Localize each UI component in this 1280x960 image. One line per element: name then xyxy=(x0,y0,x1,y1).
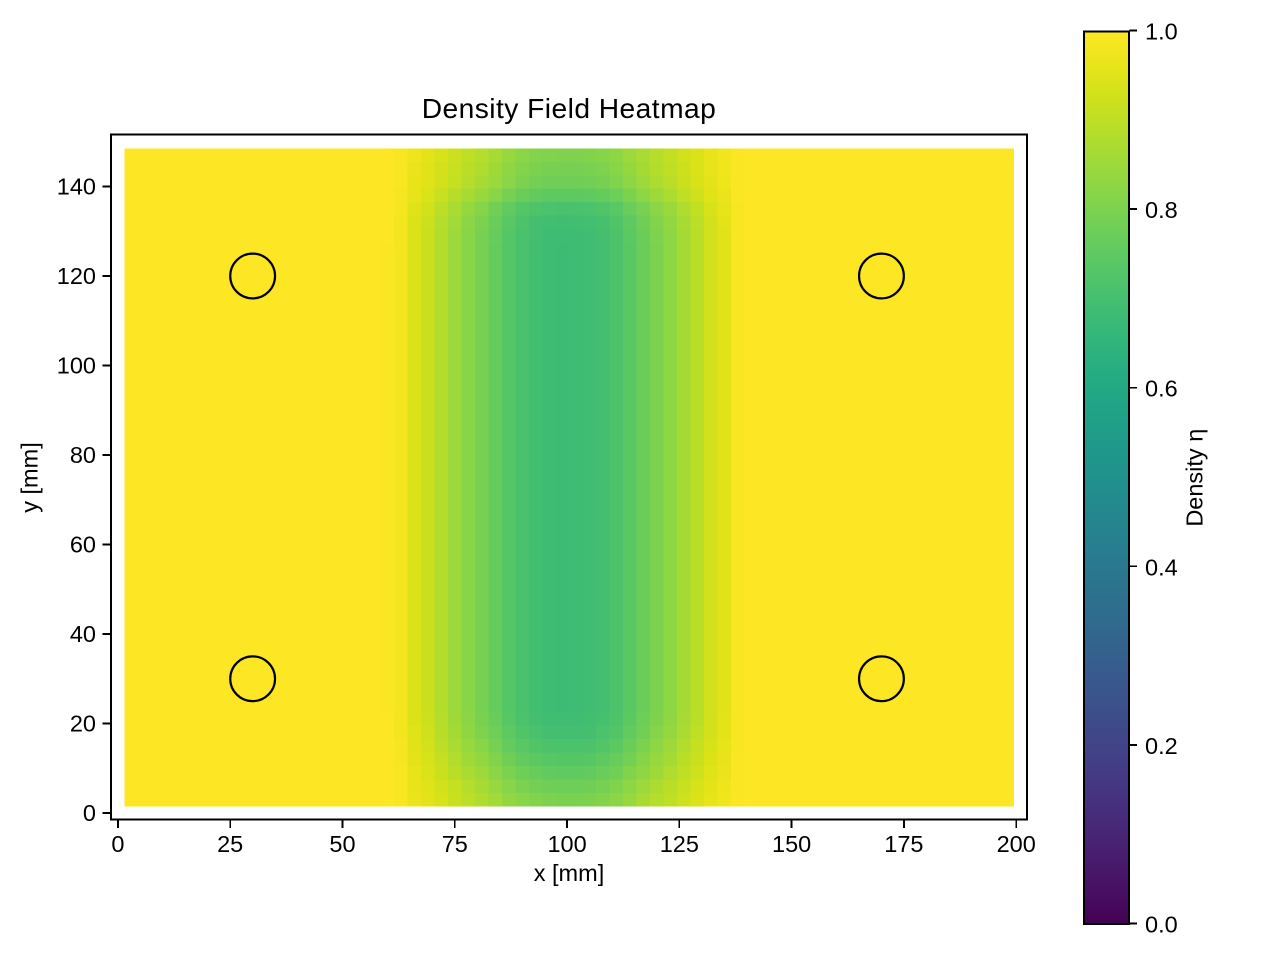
svg-text:80: 80 xyxy=(70,442,96,468)
svg-text:20: 20 xyxy=(70,711,96,737)
svg-text:200: 200 xyxy=(997,831,1036,857)
svg-text:40: 40 xyxy=(70,621,96,647)
svg-text:75: 75 xyxy=(442,831,468,857)
svg-text:150: 150 xyxy=(772,831,811,857)
svg-text:0.6: 0.6 xyxy=(1145,376,1178,402)
svg-text:0.4: 0.4 xyxy=(1145,554,1178,580)
svg-text:Density Field Heatmap: Density Field Heatmap xyxy=(422,92,717,124)
svg-text:y [mm]: y [mm] xyxy=(17,442,43,513)
svg-text:0: 0 xyxy=(83,800,96,826)
svg-text:Density η: Density η xyxy=(1182,429,1208,527)
svg-text:50: 50 xyxy=(329,831,355,857)
svg-text:25: 25 xyxy=(217,831,243,857)
svg-text:0.0: 0.0 xyxy=(1145,912,1178,938)
svg-text:0: 0 xyxy=(111,831,124,857)
svg-text:140: 140 xyxy=(57,173,96,199)
svg-text:x [mm]: x [mm] xyxy=(534,860,605,886)
svg-text:1.0: 1.0 xyxy=(1145,19,1178,45)
svg-text:100: 100 xyxy=(547,831,586,857)
svg-text:125: 125 xyxy=(660,831,699,857)
svg-text:175: 175 xyxy=(884,831,923,857)
svg-text:100: 100 xyxy=(57,353,96,379)
svg-text:60: 60 xyxy=(70,532,96,558)
svg-text:0.8: 0.8 xyxy=(1145,197,1178,223)
svg-text:120: 120 xyxy=(57,263,96,289)
svg-text:0.2: 0.2 xyxy=(1145,733,1178,759)
